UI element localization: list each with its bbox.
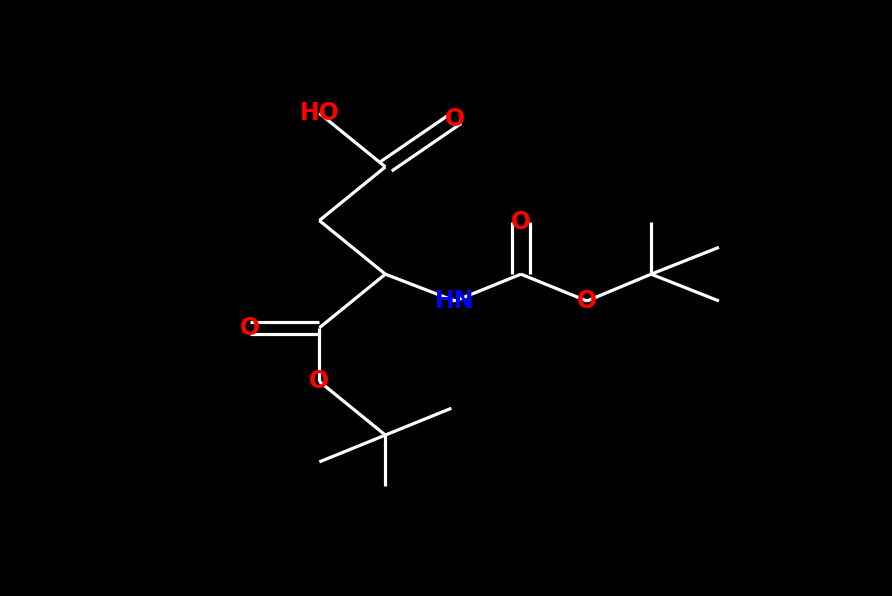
Text: O: O (310, 370, 329, 393)
Text: HO: HO (300, 101, 339, 125)
Text: HN: HN (435, 289, 475, 313)
Text: O: O (445, 107, 465, 131)
Text: O: O (240, 316, 260, 340)
Text: O: O (577, 289, 597, 313)
Text: O: O (511, 210, 531, 234)
